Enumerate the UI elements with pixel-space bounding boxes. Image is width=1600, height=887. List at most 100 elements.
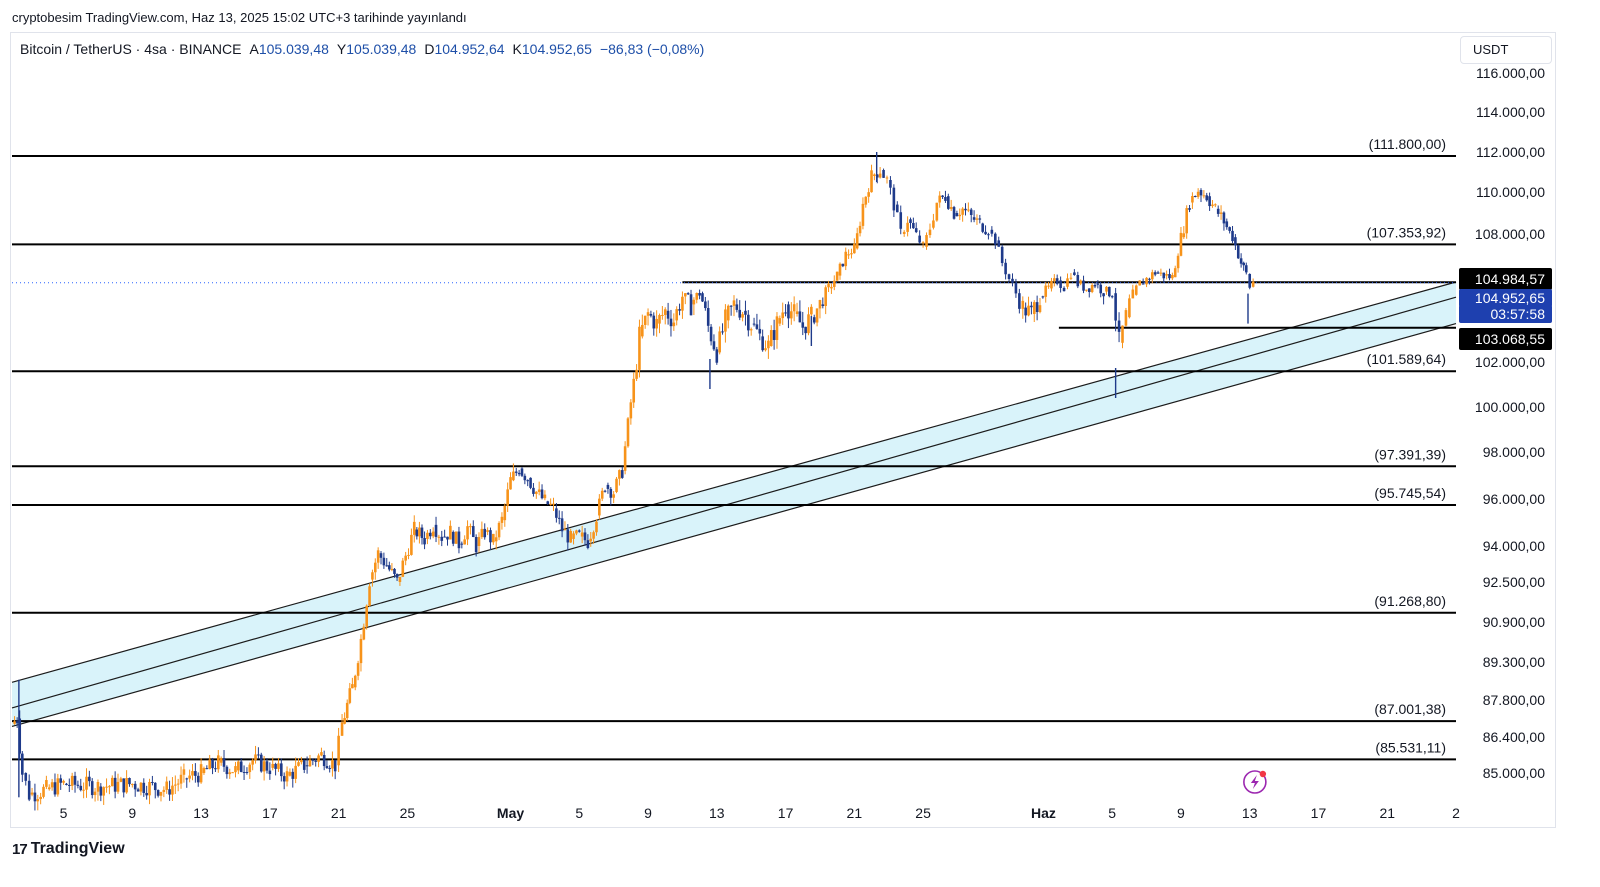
level-label: (111.800,00) [1369,136,1446,152]
candle-body [222,758,226,767]
y-axis-tick: 100.000,00 [1475,399,1545,415]
candle-body [489,530,492,543]
candle-body [830,286,833,289]
candle-body [27,780,31,800]
candle-body [643,315,647,325]
candle-body [838,263,842,276]
candle-body [314,760,317,762]
candle-body [343,718,346,724]
candle-body [1085,289,1088,291]
candle-body [320,752,323,756]
candle-body [658,315,661,324]
candle-body [683,293,687,297]
candle-body [466,526,469,540]
candle-body [1000,246,1004,264]
candle-body [1156,272,1160,274]
candle-body [964,208,967,211]
open-value: 105.039,48 [258,41,329,57]
candle-body [598,498,601,516]
candle-body [747,314,750,331]
candle-body [331,760,334,769]
candle-body [398,576,402,582]
candle-body [56,778,60,795]
candle-body [1055,278,1059,284]
candle-body [231,772,234,774]
publisher-caption: cryptobesim TradingView.com, Haz 13, 202… [12,10,467,25]
candle-body [824,287,827,307]
tradingview-brand[interactable]: 17 TradingView [12,840,125,858]
currency-selector[interactable]: USDT [1460,36,1552,64]
candle-body [775,316,779,340]
candle-body [142,782,146,793]
candle-body [967,209,970,211]
candle-body [305,765,309,767]
candle-body [572,533,575,539]
y-axis-tick: 85.000,00 [1483,765,1545,781]
candle-body [379,553,383,558]
candle-body [569,530,572,543]
candle-body [280,763,283,777]
symbol-title[interactable]: Bitcoin / TetherUS · 4sa · BINANCE [20,41,242,57]
y-axis-tick: 94.000,00 [1483,538,1545,554]
candle-body [102,787,105,796]
candle-body [1004,262,1007,275]
candle-body [477,537,481,546]
candle-body [632,378,636,403]
candle-body [412,521,416,535]
candle-body [297,762,300,766]
flash-icon[interactable] [1243,770,1267,794]
candle-body [909,219,912,223]
candle-body [752,323,756,325]
candle-body [345,702,349,719]
candle-body [1021,300,1025,309]
candle-body [24,773,28,781]
candle-body [36,799,40,802]
change-value: −86,83 (−0,08%) [599,41,705,57]
candle-body [686,293,690,295]
candle-body [133,783,137,790]
candle-body [440,536,444,541]
candle-body [395,573,399,578]
candle-body [807,314,810,334]
candle-body [555,508,558,518]
candle-body [1044,285,1048,297]
candle-body [151,781,154,783]
candle-body [13,721,16,724]
candle-body [695,292,699,300]
candle-body [847,254,850,256]
candle-body [649,314,653,316]
candle-body [274,763,277,769]
candle-body [1141,283,1145,285]
candle-body [1214,204,1217,206]
candle-body [1102,293,1105,297]
candle-body [148,781,151,796]
candle-body [457,531,461,549]
candle-body [431,531,435,537]
flash-icon-dot [1259,770,1267,778]
candle-body [1199,190,1203,196]
candle-body [156,790,160,796]
candle-body [532,487,535,494]
candle-body [575,530,578,534]
candle-body [113,777,117,792]
candle-body [90,781,94,796]
candle-body [609,488,613,498]
candle-body [769,330,773,346]
symbol-legend: Bitcoin / TetherUS · 4sa · BINANCE A 105.… [20,41,704,57]
candle-body [603,490,607,492]
candle-body [145,792,148,796]
candle-body [1038,305,1042,313]
candle-body [73,775,77,785]
candle-body [738,309,742,318]
channel-mid-line [11,296,1457,709]
candle-body [1018,293,1021,309]
candle-body [514,471,518,473]
candle-body [371,572,374,580]
candle-body [497,522,501,538]
candle-body [1208,196,1211,207]
candle-body [620,470,624,478]
candle-body [351,684,354,689]
y-axis-tick: 112.000,00 [1476,144,1545,160]
y-axis-tick: 116.000,00 [1476,65,1545,81]
